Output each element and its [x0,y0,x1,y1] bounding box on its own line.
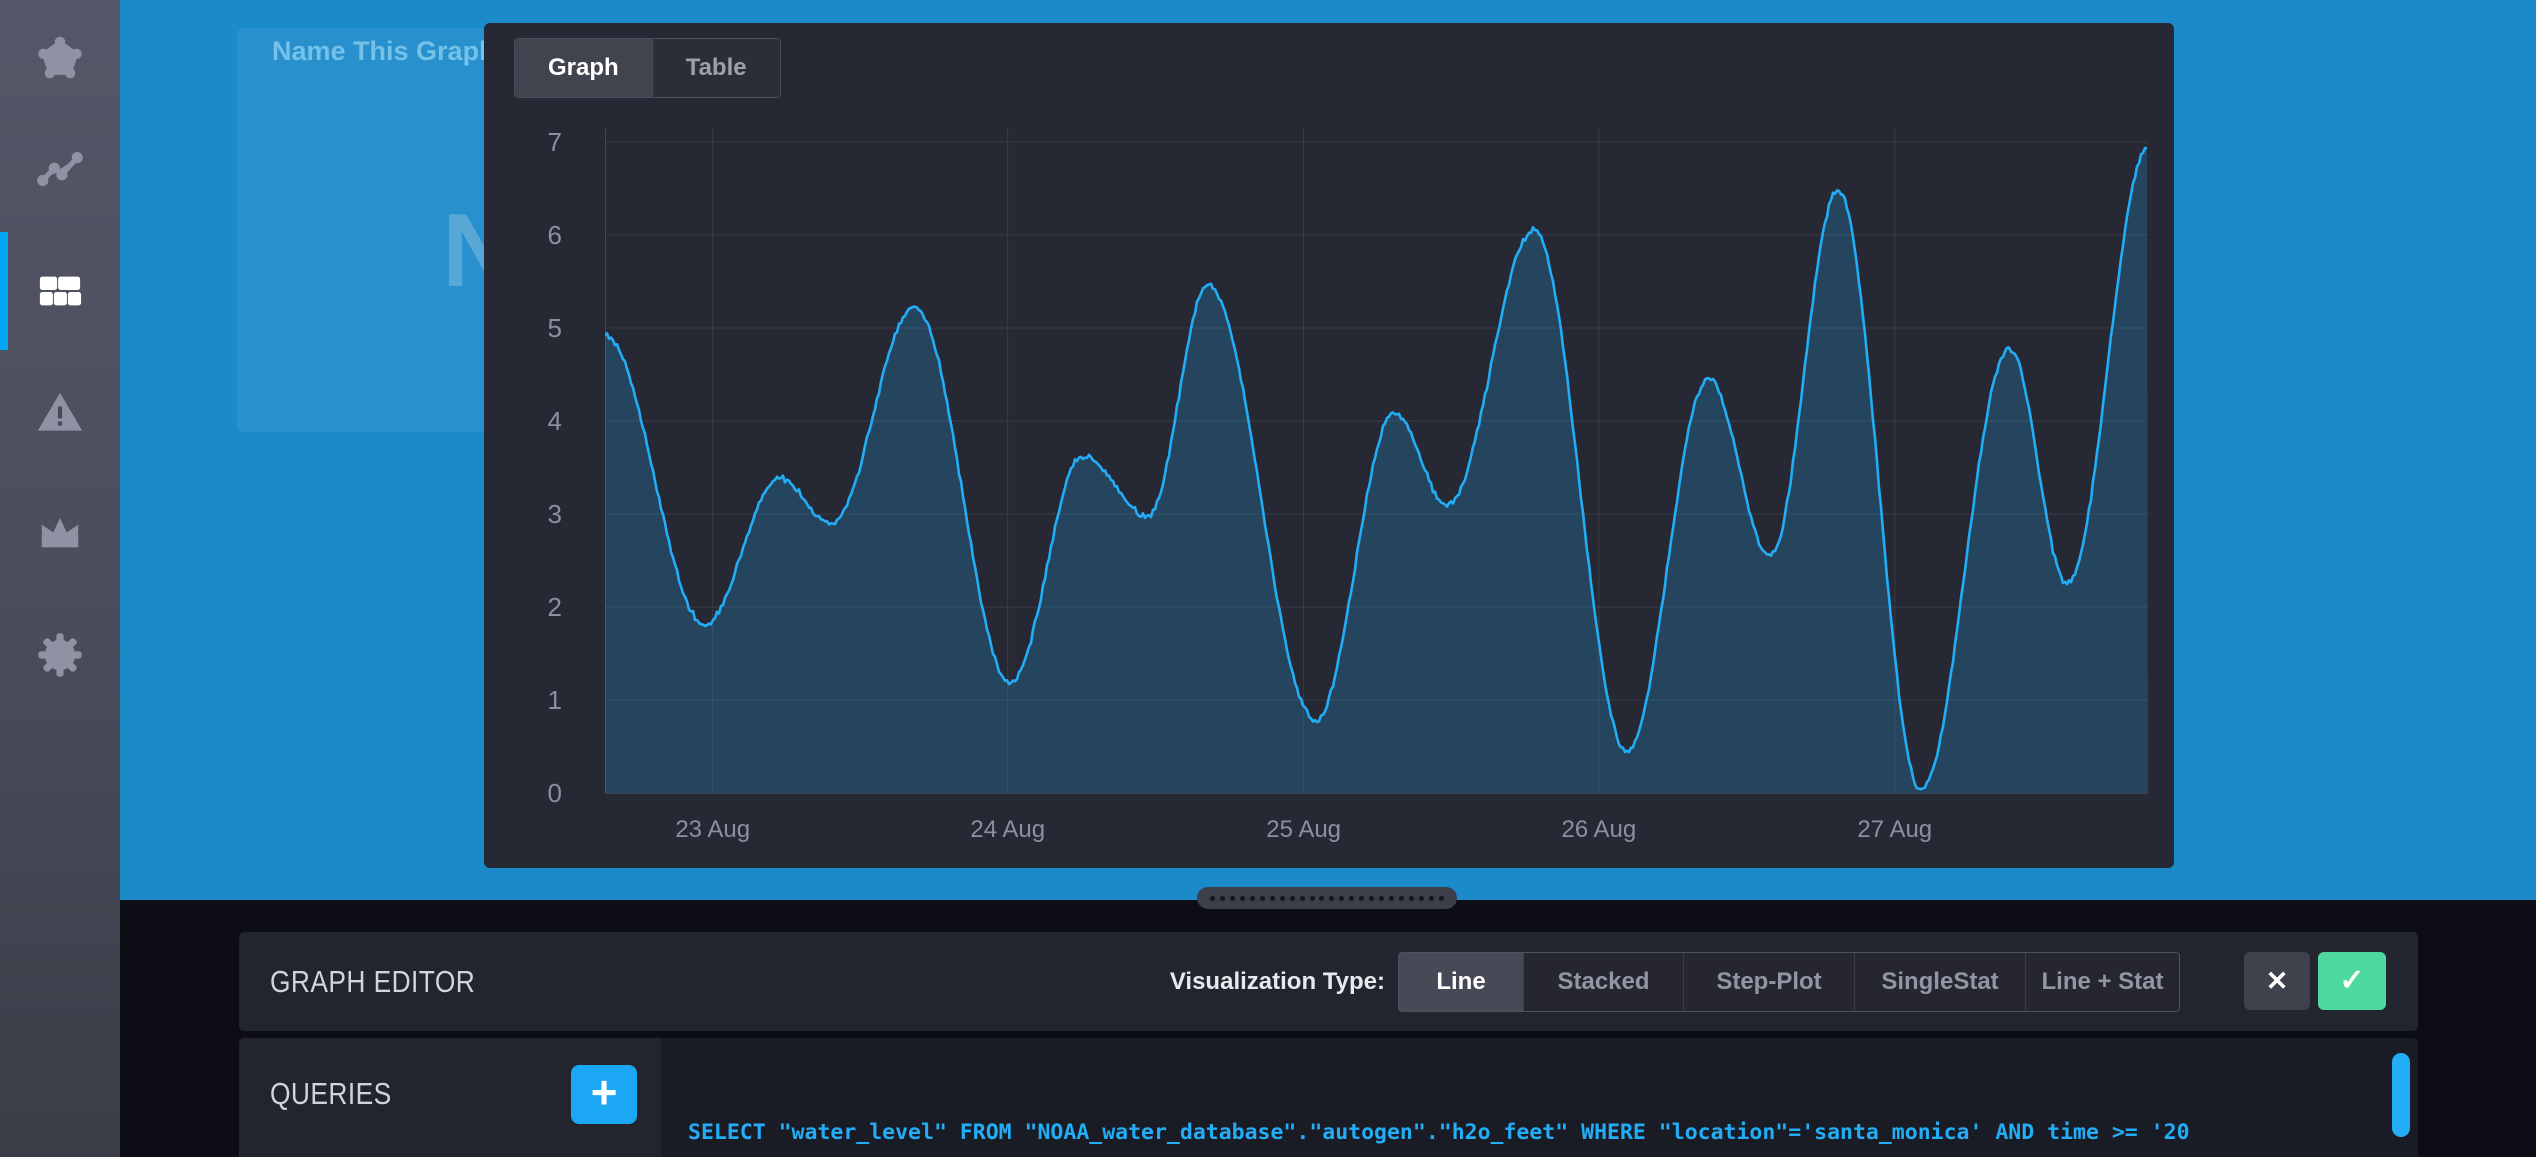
sidebar-item-admin[interactable] [0,474,120,592]
query-line-1: SELECT "water_level" FROM "NOAA_water_da… [688,1120,2190,1145]
y-tick-label: 5 [547,313,562,343]
drag-handle-dot [1329,895,1335,901]
graph-preview-panel: Graph Table 0 1 2 3 4 5 6 7 23 Aug 24 Aug 25 Aug 2… [484,23,2174,868]
x-tick-label: 27 Aug [1857,816,1933,843]
y-tick-label: 0 [547,778,562,808]
sidebar-item-settings[interactable] [0,596,120,714]
y-tick-label: 6 [547,220,562,250]
x-tick-label: 24 Aug [970,816,1046,843]
drag-handle-dot [1219,895,1225,901]
drag-handle-dot [1369,895,1375,901]
sidebar-item-logo[interactable] [0,0,120,118]
drag-handle-dot [1319,895,1325,901]
y-tick-label: 7 [547,127,562,157]
drag-handle-dot [1428,895,1434,901]
graph-editor-panel: GRAPH EDITOR Visualization Type: Line Sta… [239,932,2418,1031]
drag-handle-dot [1299,895,1305,901]
y-tick-label: 1 [547,685,562,715]
gear-icon [38,633,82,677]
drag-handle-dot [1259,895,1265,901]
drag-handle-dot [1269,895,1275,901]
drag-handle-dot [1239,895,1245,901]
x-tick-label: 25 Aug [1266,816,1342,843]
viz-option-step-plot[interactable]: Step-Plot [1683,953,1854,1011]
tab-table[interactable]: Table [651,39,780,97]
add-query-button[interactable]: + [571,1065,637,1124]
drag-handle-dot [1419,895,1425,901]
graph-name-placeholder[interactable]: Name This Graph [272,36,496,66]
queries-title: QUERIES [270,1076,392,1111]
influxql-query-text[interactable]: SELECT "water_level" FROM "NOAA_water_da… [688,1055,2190,1157]
resize-drag-handle[interactable] [1197,887,1457,909]
water-level-line-chart[interactable] [605,118,2148,794]
drag-handle-dot [1339,895,1345,901]
nav-sidebar [0,0,120,1157]
visualization-type-group: Line Stacked Step-Plot SingleStat Line + Sta… [1398,952,2180,1012]
sidebar-item-alerts[interactable] [0,354,120,472]
alert-triangle-icon [37,392,83,431]
x-tick-label: 26 Aug [1561,816,1637,843]
query-editor-area[interactable]: SELECT "water_level" FROM "NOAA_water_da… [661,1038,2418,1157]
drag-handle-dot [1359,895,1365,901]
chronograf-logo-icon [38,36,82,79]
drag-handle-dot [1210,895,1215,901]
sidebar-item-data-explorer[interactable] [0,112,120,230]
series-line-water-level [605,146,2148,791]
visualization-type-label: Visualization Type: [1169,968,1385,995]
viz-option-singlestat[interactable]: SingleStat [1854,953,2025,1011]
y-tick-label: 3 [547,499,562,529]
drag-handle-dot [1399,895,1405,901]
series-area-fill [605,147,2148,793]
crown-icon [41,518,79,548]
drag-handle-dot [1349,895,1355,901]
viz-option-line-stat[interactable]: Line + Stat [2025,953,2179,1011]
graph-table-tabs: Graph Table [514,38,781,98]
drag-handle-dot [1279,895,1285,901]
active-nav-indicator [0,232,8,350]
y-tick-label: 2 [547,592,562,622]
drag-handle-dot [1229,895,1235,901]
confirm-button[interactable]: ✓ [2318,952,2386,1010]
viz-option-stacked[interactable]: Stacked [1523,953,1683,1011]
query-scrollbar-thumb[interactable] [2392,1053,2410,1137]
queries-panel: QUERIES + SELECT "water_level" FROM "NOA… [239,1038,2418,1157]
graph-editor-title: GRAPH EDITOR [270,964,476,999]
dashboard-grid-icon [39,276,82,306]
close-editor-button[interactable]: ✕ [2244,952,2310,1010]
drag-handle-dot [1309,895,1315,901]
x-tick-label: 23 Aug [675,816,751,843]
drag-handle-dot [1409,895,1415,901]
sidebar-item-dashboards[interactable] [0,232,120,350]
y-tick-label: 4 [547,406,562,436]
pulse-graph-icon [37,152,83,187]
drag-handle-dot [1438,895,1444,901]
drag-handle-dot [1289,895,1295,901]
drag-handle-dot [1379,895,1385,901]
viz-option-line[interactable]: Line [1399,953,1523,1011]
tab-graph[interactable]: Graph [515,39,652,97]
drag-handle-dot [1389,895,1395,901]
drag-handle-dot [1249,895,1255,901]
